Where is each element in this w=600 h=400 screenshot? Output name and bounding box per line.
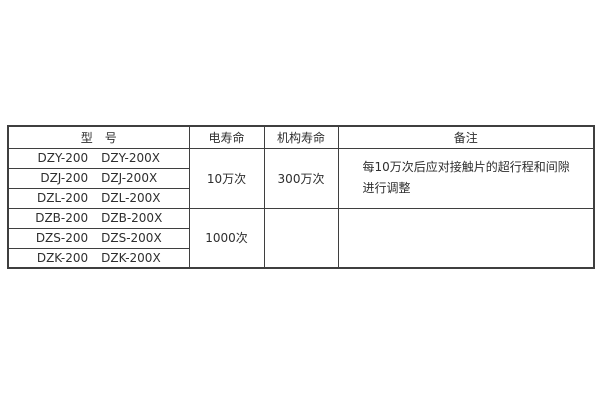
header-row: 型 号 电寿命 机构寿命 备注	[7, 125, 595, 149]
model-name: DZS-200	[35, 231, 89, 245]
electrical-life-cell-group2: 1000次	[188, 207, 265, 269]
table-row-dzy: DZY-200 DZY-200X 10万次 300万次 每10万次后应对接触片的…	[7, 147, 595, 209]
relay-life-spec-table: 型 号 电寿命 机构寿命 备注 DZY-200 DZY-200X 10万次 30…	[7, 125, 595, 269]
model-name-x: DZJ-200X	[101, 171, 158, 185]
header-mechanical-life: 机构寿命	[263, 125, 339, 149]
model-pair: DZB-200 DZB-200X	[9, 211, 188, 225]
model-name-x: DZB-200X	[101, 211, 163, 225]
mechanical-life-cell-group1: 300万次	[263, 147, 339, 209]
table-row-dzb: DZB-200 DZB-200X 1000次	[7, 207, 595, 269]
remark-line-2: 进行调整	[362, 181, 411, 195]
model-pair: DZK-200 DZK-200X	[9, 250, 188, 265]
model-name-x: DZS-200X	[101, 231, 162, 245]
remarks-cell-group2	[337, 207, 595, 269]
electrical-life-cell-group1: 10万次	[188, 147, 265, 209]
model-name-x: DZY-200X	[101, 151, 160, 165]
model-name-x: DZL-200X	[101, 191, 161, 205]
model-name: DZB-200	[35, 211, 89, 225]
model-name: DZL-200	[36, 191, 89, 205]
model-name: DZK-200	[36, 250, 89, 265]
header-model: 型 号	[7, 125, 190, 149]
model-pair: DZJ-200 DZJ-200X	[9, 171, 188, 185]
model-cell-dzs: DZS-200 DZS-200X	[7, 227, 190, 249]
table-row-dzl: DZL-200 DZL-200X	[7, 187, 594, 209]
model-name-x: DZK-200X	[101, 250, 161, 265]
model-pair: DZL-200 DZL-200X	[9, 191, 188, 205]
model-cell-dzb: DZB-200 DZB-200X	[7, 207, 190, 229]
header-electrical-life: 电寿命	[188, 125, 265, 149]
model-cell-dzy: DZY-200 DZY-200X	[7, 147, 190, 169]
model-name: DZJ-200	[40, 171, 89, 185]
model-cell-dzk: DZK-200 DZK-200X	[7, 247, 190, 269]
mechanical-life-cell-group2	[263, 207, 339, 269]
remark-line-1: 每10万次后应对接触片的超行程和间隙	[362, 160, 570, 174]
table-row-dzk: DZK-200 DZK-200X	[7, 247, 594, 269]
model-cell-dzj: DZJ-200 DZJ-200X	[7, 167, 190, 189]
header-remarks: 备注	[337, 125, 595, 149]
remarks-cell-group1: 每10万次后应对接触片的超行程和间隙 进行调整	[337, 147, 595, 209]
model-name: DZY-200	[37, 151, 89, 165]
model-cell-dzl: DZL-200 DZL-200X	[7, 187, 190, 209]
model-pair: DZS-200 DZS-200X	[9, 231, 188, 245]
model-pair: DZY-200 DZY-200X	[9, 151, 188, 165]
